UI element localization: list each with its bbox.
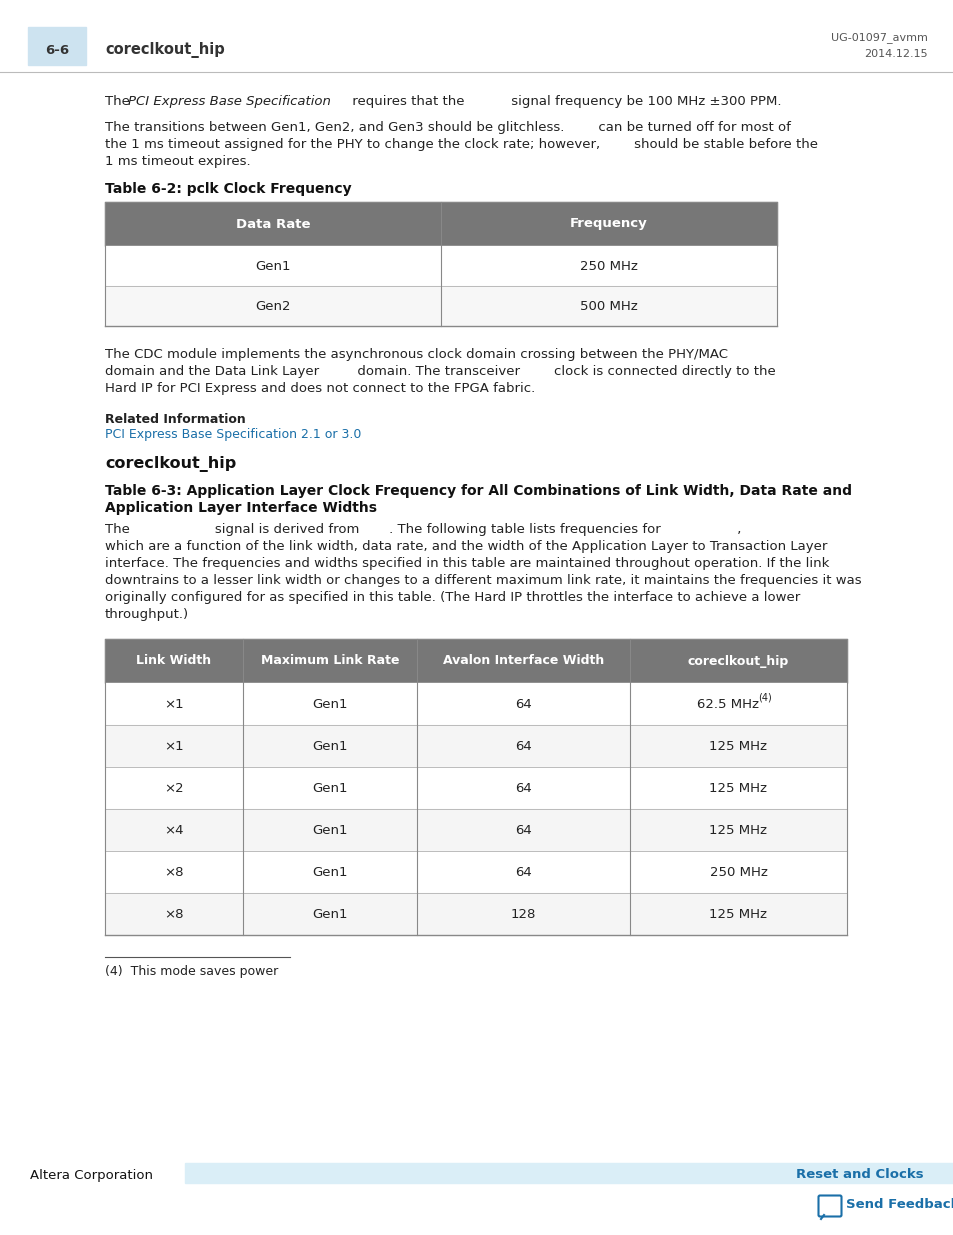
Text: originally configured for as specified in this table. (The Hard IP throttles the: originally configured for as specified i… [105, 592, 800, 604]
Bar [0, 0, 953, 72]
Text: Gen2: Gen2 [255, 300, 291, 312]
Text: domain and the Data Link Layer         domain. The transceiver        clock is c: domain and the Data Link Layer domain. T… [105, 366, 775, 378]
Text: coreclkout_hip: coreclkout_hip [105, 456, 236, 472]
Text: Gen1: Gen1 [312, 782, 348, 794]
Text: 2014.12.15: 2014.12.15 [863, 49, 927, 59]
Text: Data Rate: Data Rate [235, 217, 310, 231]
Text: The                    signal is derived from       . The following table lists : The signal is derived from . The followi… [105, 522, 740, 536]
Text: interface. The frequencies and widths specified in this table are maintained thr: interface. The frequencies and widths sp… [105, 557, 828, 571]
Text: Frequency: Frequency [570, 217, 647, 231]
Text: UG-01097_avmm: UG-01097_avmm [830, 32, 927, 43]
Text: 125 MHz: 125 MHz [709, 782, 767, 794]
Text: ×1: ×1 [164, 698, 184, 710]
Text: 64: 64 [515, 866, 532, 878]
Text: 250 MHz: 250 MHz [579, 259, 638, 273]
Bar [185, 1163, 953, 1183]
Text: coreclkout_hip: coreclkout_hip [105, 42, 225, 58]
Text: Altera Corporation: Altera Corporation [30, 1168, 152, 1182]
Text: Gen1: Gen1 [312, 698, 348, 710]
Bar [105, 893, 846, 935]
Text: ×1: ×1 [164, 740, 184, 752]
Text: ×4: ×4 [164, 824, 184, 836]
Text: 6-6: 6-6 [45, 43, 69, 57]
Text: PCI Express Base Specification: PCI Express Base Specification [128, 95, 331, 107]
Text: (4): (4) [758, 692, 772, 701]
Text: 500 MHz: 500 MHz [579, 300, 638, 312]
Text: PCI Express Base Specification 2.1 or 3.0: PCI Express Base Specification 2.1 or 3.… [105, 429, 361, 441]
Text: 125 MHz: 125 MHz [709, 908, 767, 920]
Text: Maximum Link Rate: Maximum Link Rate [260, 655, 399, 667]
Text: Gen1: Gen1 [255, 259, 291, 273]
Text: Avalon Interface Width: Avalon Interface Width [442, 655, 603, 667]
Text: 128: 128 [510, 908, 536, 920]
Text: 125 MHz: 125 MHz [709, 740, 767, 752]
Text: ×8: ×8 [164, 908, 184, 920]
Text: ×8: ×8 [164, 866, 184, 878]
Bar [105, 767, 846, 809]
Text: Send Feedback: Send Feedback [845, 1198, 953, 1210]
Text: ×2: ×2 [164, 782, 184, 794]
Text: The transitions between Gen1, Gen2, and Gen3 should be glitchless.        can be: The transitions between Gen1, Gen2, and … [105, 121, 790, 135]
Text: 64: 64 [515, 824, 532, 836]
Text: 1 ms timeout expires.: 1 ms timeout expires. [105, 156, 251, 168]
Bar [105, 638, 846, 683]
Text: 64: 64 [515, 698, 532, 710]
Bar [28, 27, 86, 65]
Text: throughput.): throughput.) [105, 608, 189, 621]
Bar [105, 203, 776, 246]
Text: the 1 ms timeout assigned for the PHY to change the clock rate; however,        : the 1 ms timeout assigned for the PHY to… [105, 138, 817, 151]
Text: Gen1: Gen1 [312, 866, 348, 878]
Text: 64: 64 [515, 740, 532, 752]
Text: Hard IP for PCI Express and does not connect to the FPGA fabric.: Hard IP for PCI Express and does not con… [105, 382, 535, 395]
Text: requires that the           signal frequency be 100 MHz ±300 PPM.: requires that the signal frequency be 10… [348, 95, 781, 107]
Text: Table 6-3: Application Layer Clock Frequency for All Combinations of Link Width,: Table 6-3: Application Layer Clock Frequ… [105, 484, 851, 498]
Bar [105, 725, 846, 767]
Text: 250 MHz: 250 MHz [709, 866, 766, 878]
Bar [105, 809, 846, 851]
Bar [105, 287, 776, 326]
Bar [105, 246, 776, 287]
Text: Table 6-2: pclk Clock Frequency: Table 6-2: pclk Clock Frequency [105, 182, 352, 196]
Text: Gen1: Gen1 [312, 824, 348, 836]
FancyBboxPatch shape [818, 1195, 841, 1216]
Text: Application Layer Interface Widths: Application Layer Interface Widths [105, 501, 376, 515]
Text: (4)  This mode saves power: (4) This mode saves power [105, 965, 278, 978]
Text: The CDC module implements the asynchronous clock domain crossing between the PHY: The CDC module implements the asynchrono… [105, 348, 727, 361]
Text: Related Information: Related Information [105, 412, 246, 426]
Text: which are a function of the link width, data rate, and the width of the Applicat: which are a function of the link width, … [105, 540, 826, 553]
Text: The: The [105, 95, 134, 107]
Text: Reset and Clocks: Reset and Clocks [796, 1168, 923, 1182]
Text: 64: 64 [515, 782, 532, 794]
Text: Gen1: Gen1 [312, 740, 348, 752]
Text: Gen1: Gen1 [312, 908, 348, 920]
Text: 125 MHz: 125 MHz [709, 824, 767, 836]
Bar [105, 683, 846, 725]
Text: 62.5 MHz: 62.5 MHz [697, 698, 759, 710]
Text: Link Width: Link Width [136, 655, 212, 667]
Bar [105, 851, 846, 893]
Text: downtrains to a lesser link width or changes to a different maximum link rate, i: downtrains to a lesser link width or cha… [105, 574, 861, 587]
Text: coreclkout_hip: coreclkout_hip [687, 655, 788, 667]
